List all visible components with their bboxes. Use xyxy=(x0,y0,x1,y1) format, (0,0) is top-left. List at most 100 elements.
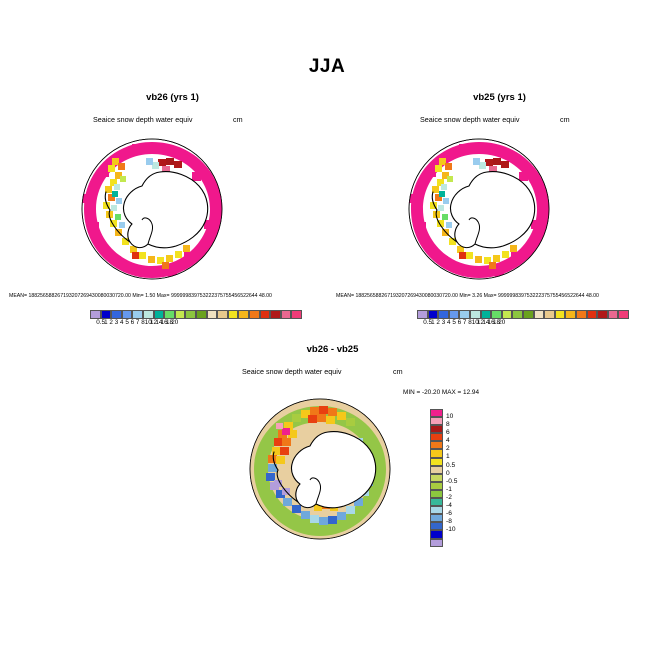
colorbar-swatch xyxy=(430,489,443,499)
colorbar-swatch xyxy=(480,310,492,319)
colorbar-swatch xyxy=(132,310,143,319)
colorbar-swatch xyxy=(217,310,228,319)
page-title: JJA xyxy=(308,56,346,77)
colorbar-tick-label: 10 xyxy=(446,413,454,420)
panel-title-difference: vb26 - vb25 xyxy=(306,344,359,355)
colorbar-tick-label: 1 xyxy=(431,319,435,326)
antarctic-seaice-difference-map xyxy=(238,392,403,547)
colorbar-difference-labels: 10 8 6 4 2 1 0.5 0 -0.5 -1 -2 -4 -6 -8 -10 xyxy=(446,413,457,534)
colorbar-tick-label: 4 xyxy=(447,319,451,326)
colorbar-tick-label: -8 xyxy=(446,518,452,526)
colorbar-swatch xyxy=(565,310,576,319)
colorbar-swatch xyxy=(430,498,443,507)
colorbar-swatch xyxy=(469,310,481,319)
colorbar-tick-label: -10 xyxy=(446,526,456,534)
colorbar-tick-label: 8 xyxy=(468,319,472,326)
colorbar-swatch xyxy=(90,310,101,319)
colorbar-swatch xyxy=(111,310,122,319)
colorbar-vb25: 0.5 1 2 3 4 5 6 7 8 10 12 14 16 18 20 xyxy=(417,310,629,326)
colorbar-swatch xyxy=(430,481,443,490)
colorbar-swatch xyxy=(121,310,133,319)
colorbar-tick-label: 12 xyxy=(150,319,158,326)
colorbar-swatch xyxy=(448,310,460,319)
colorbar-swatch xyxy=(512,310,523,319)
colorbar-swatch xyxy=(206,310,218,319)
panel-subtitle-difference: Seaice snow depth water equiv xyxy=(242,367,342,376)
colorbar-tick-label: -1 xyxy=(446,485,452,493)
colorbar-tick-label: 14 xyxy=(482,319,490,326)
colorbar-swatch xyxy=(501,310,513,319)
colorbar-swatch xyxy=(607,310,619,319)
colorbar-swatch xyxy=(248,310,260,319)
colorbar-swatch xyxy=(430,506,443,515)
colorbar-swatch xyxy=(430,449,443,458)
panel-unit-difference: cm xyxy=(393,367,403,376)
colorbar-swatch xyxy=(459,310,470,319)
colorbar-swatch xyxy=(430,457,443,466)
colorbar-swatch xyxy=(522,310,534,319)
colorbar-swatch xyxy=(427,310,439,319)
colorbar-tick-label: 0.5 xyxy=(446,461,456,469)
colorbar-tick-label: 6 xyxy=(130,319,135,326)
colorbar-swatch xyxy=(280,310,292,319)
colorbar-swatch xyxy=(491,310,502,319)
colorbar-tick-label: 0.5 xyxy=(96,319,105,326)
colorbar-swatch xyxy=(430,417,443,426)
colorbar-tick-label: 8 xyxy=(446,421,450,429)
colorbar-tick-label: 2 xyxy=(109,319,113,326)
colorbar-tick-label: 4 xyxy=(120,319,124,326)
colorbar-tick-label: 1 xyxy=(104,319,108,326)
colorbar-tick-label: 20 xyxy=(498,319,506,326)
colorbar-swatch xyxy=(430,514,443,523)
colorbar-tick-label: 1 xyxy=(446,453,450,461)
colorbar-tick-label: 7 xyxy=(135,319,140,326)
colorbar-vb26-labels: 0.5 1 2 3 4 5 6 7 8 10 12 14 16 18 20 xyxy=(96,319,302,326)
colorbar-tick-label: 10 xyxy=(471,319,479,326)
colorbar-tick-label: 2 xyxy=(446,445,450,453)
colorbar-tick-label: -2 xyxy=(446,493,452,501)
colorbar-tick-label: 16 xyxy=(487,319,495,326)
panel-vb25: vb25 (yrs 1) Seaice snow depth water equ… xyxy=(382,92,617,131)
panel-title-vb26: vb26 (yrs 1) xyxy=(146,92,199,103)
stats-line-vb26: MEAN= 188256588267193207269430080030720.… xyxy=(9,293,272,299)
colorbar-swatch xyxy=(291,310,302,319)
colorbar-tick-label: 12 xyxy=(477,319,485,326)
colorbar-swatch xyxy=(164,310,175,319)
colorbar-swatch xyxy=(554,310,566,319)
colorbar-swatch xyxy=(430,522,443,531)
colorbar-tick-label: 2 xyxy=(436,319,440,326)
colorbar-swatch xyxy=(430,425,443,434)
colorbar-vb26: 0.5 1 2 3 4 5 6 7 8 10 12 14 16 18 20 xyxy=(90,310,302,326)
colorbar-swatch xyxy=(142,310,154,319)
colorbar-swatch xyxy=(430,530,443,539)
colorbar-tick-label: 18 xyxy=(165,319,173,326)
panel-title-vb25: vb25 (yrs 1) xyxy=(473,92,526,103)
colorbar-swatch xyxy=(185,310,196,319)
colorbar-swatch xyxy=(227,310,239,319)
colorbar-tick-label: 0 xyxy=(446,469,450,477)
panel-subtitle-vb25: Seaice snow depth water equiv xyxy=(420,115,520,124)
colorbar-swatch xyxy=(153,310,165,319)
colorbar-swatch xyxy=(417,310,428,319)
colorbar-tick-label: 5 xyxy=(125,319,129,326)
colorbar-tick-label: 20 xyxy=(171,319,179,326)
colorbar-tick-label: 14 xyxy=(155,319,163,326)
colorbar-swatch xyxy=(270,310,281,319)
colorbar-swatch xyxy=(430,409,443,418)
colorbar-tick-label: 5 xyxy=(452,319,456,326)
colorbar-swatch xyxy=(430,441,443,450)
minmax-line-difference: MIN = -20.20 MAX = 12.94 xyxy=(403,389,480,396)
colorbar-swatch xyxy=(586,310,598,319)
colorbar-tick-label: 3 xyxy=(114,319,119,326)
colorbar-difference-swatches xyxy=(430,409,654,547)
colorbar-tick-label: -0.5 xyxy=(446,477,458,485)
colorbar-tick-label: -4 xyxy=(446,502,452,510)
panel-difference: vb26 - vb25 Seaice snow depth water equi… xyxy=(215,344,450,383)
colorbar-swatch xyxy=(430,538,443,547)
colorbar-tick-label: 0.5 xyxy=(423,319,432,326)
colorbar-vb25-swatches xyxy=(417,310,629,319)
colorbar-tick-label: 7 xyxy=(462,319,467,326)
colorbar-tick-label: 18 xyxy=(492,319,500,326)
colorbar-swatch xyxy=(544,310,555,319)
colorbar-swatch xyxy=(195,310,207,319)
